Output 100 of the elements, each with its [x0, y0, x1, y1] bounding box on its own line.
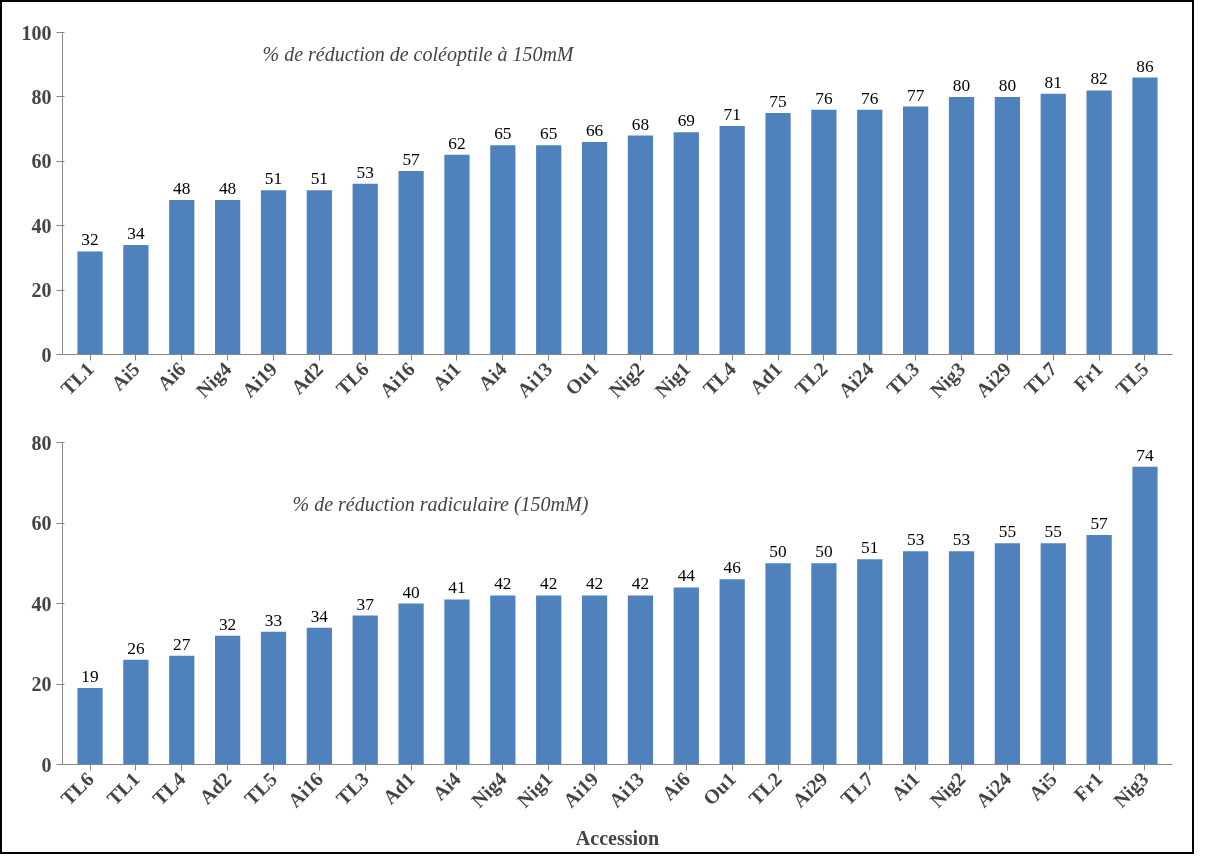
x-tick-label: Ad1	[378, 767, 419, 809]
x-tick-label: Ou1	[560, 357, 603, 400]
y-tick-label: 60	[31, 150, 52, 173]
data-label: 82	[1090, 69, 1108, 89]
y-tick-label: 80	[31, 85, 52, 108]
x-tick-label: TL7	[836, 767, 878, 810]
bar	[994, 96, 1020, 355]
bar	[398, 170, 424, 355]
bar	[1086, 535, 1112, 765]
x-tick-label: TL7	[1019, 357, 1062, 400]
data-label: 53	[952, 530, 971, 550]
y-tick-label: 0	[41, 343, 52, 366]
bar	[444, 599, 470, 765]
bar	[398, 603, 424, 765]
x-tick-label: Ai5	[1024, 767, 1062, 805]
data-label: 48	[173, 178, 191, 198]
bar	[77, 251, 103, 355]
bar	[215, 635, 241, 765]
y-tick-label: 20	[31, 279, 52, 302]
bar	[169, 199, 195, 355]
x-tick-label: Ai4	[473, 357, 511, 395]
x-tick-label: Ad1	[745, 357, 786, 399]
y-tick-label: 100	[21, 21, 52, 44]
data-label: 50	[815, 542, 833, 562]
bar	[536, 595, 562, 765]
bar	[352, 615, 378, 765]
bar	[1132, 77, 1158, 355]
y-tick-label: 40	[31, 592, 52, 615]
data-label: 32	[81, 230, 99, 250]
data-label: 44	[677, 566, 696, 586]
x-tick-label: Ad2	[194, 767, 236, 809]
bar	[490, 595, 516, 765]
data-label: 51	[861, 538, 879, 558]
x-tick-label: TL4	[698, 357, 740, 400]
data-label: 75	[769, 92, 787, 111]
bar	[490, 145, 516, 355]
data-label: 76	[861, 88, 879, 108]
bar	[215, 199, 241, 355]
bar	[1086, 90, 1112, 355]
data-label: 46	[723, 558, 742, 578]
x-tick-label: TL4	[148, 767, 190, 810]
data-label: 76	[815, 88, 833, 108]
bar	[444, 154, 470, 355]
bar	[903, 106, 929, 355]
y-tick-label: 40	[31, 214, 52, 237]
data-label: 81	[1044, 72, 1062, 92]
bar	[948, 551, 975, 765]
data-label: 42	[585, 574, 604, 594]
data-label: 34	[310, 606, 329, 626]
bar	[719, 125, 745, 355]
bar	[903, 551, 929, 765]
data-label: 55	[1044, 522, 1062, 542]
bar	[123, 659, 149, 765]
data-label: 65	[494, 124, 512, 144]
bar	[673, 587, 699, 765]
x-axis-title: Accession	[575, 827, 660, 850]
data-label: 68	[631, 114, 650, 134]
data-label: 66	[585, 120, 604, 140]
data-label: 34	[127, 224, 145, 244]
data-label: 37	[356, 594, 375, 614]
data-label: 42	[631, 574, 650, 594]
x-tick-label: Ai6	[657, 767, 695, 805]
bar	[169, 655, 195, 765]
data-label: 71	[723, 104, 741, 124]
y-tick-label: 0	[41, 753, 52, 776]
y-tick-label: 80	[31, 431, 52, 454]
x-tick-label: Ai5	[106, 357, 144, 395]
data-label: 57	[402, 149, 421, 169]
data-label: 26	[127, 638, 145, 658]
data-label: 77	[906, 85, 925, 105]
bar	[1040, 93, 1066, 355]
bar	[857, 109, 883, 355]
bar	[765, 113, 791, 355]
x-tick-label: TL5	[1111, 357, 1153, 400]
x-tick-label: TL2	[790, 357, 832, 400]
x-tick-label: Ad2	[286, 357, 328, 399]
bar	[673, 132, 699, 355]
text: % de réduction radiculaire (150mM)	[292, 492, 589, 516]
bar	[581, 595, 608, 765]
x-tick-label: Ai6	[152, 357, 190, 395]
data-label: 33	[264, 610, 283, 630]
bar	[719, 579, 745, 765]
bar	[1040, 543, 1066, 765]
bar	[260, 190, 287, 355]
data-label: 32	[218, 614, 237, 634]
data-label: 80	[952, 75, 971, 95]
y-tick-label: 20	[31, 673, 52, 695]
data-label: 74	[1136, 445, 1154, 465]
bar	[77, 688, 103, 765]
data-label: 53	[906, 530, 925, 550]
data-label: 57	[1090, 514, 1109, 534]
y-tick-label: 60	[31, 512, 52, 534]
data-label: 55	[998, 522, 1017, 542]
data-label: 51	[310, 169, 329, 189]
bar	[811, 109, 837, 355]
data-label: 27	[173, 634, 191, 654]
x-tick-label: TL5	[239, 767, 282, 810]
bar	[536, 145, 562, 355]
bar	[260, 631, 287, 765]
bar	[811, 563, 837, 765]
